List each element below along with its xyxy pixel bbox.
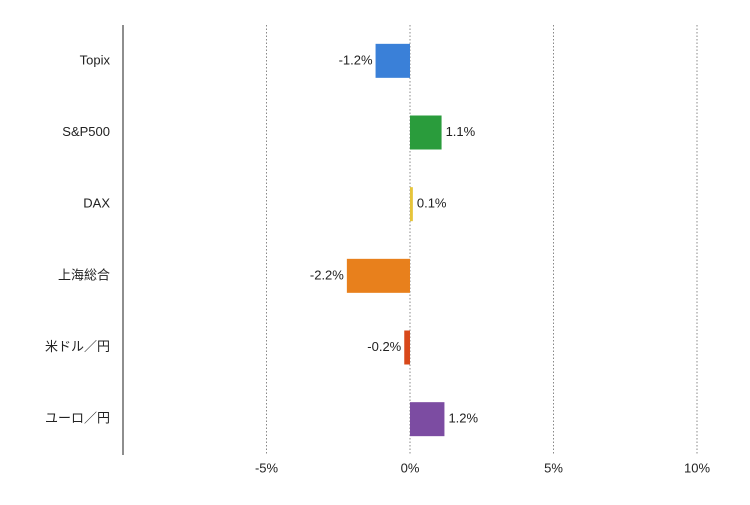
x-tick-label: -5%	[255, 460, 279, 475]
y-tick-label: 米ドル／円	[45, 339, 110, 354]
y-tick-label: 上海総合	[58, 267, 110, 282]
y-tick-label: S&P500	[62, 124, 110, 139]
x-tick-label: 10%	[684, 460, 710, 475]
value-label: -0.2%	[367, 339, 401, 354]
value-label: -2.2%	[310, 267, 344, 282]
bar	[404, 330, 410, 365]
value-label: -1.2%	[339, 52, 373, 67]
value-label: 0.1%	[417, 196, 447, 211]
x-tick-label: 0%	[401, 460, 420, 475]
value-label: 1.1%	[446, 124, 476, 139]
bar	[346, 258, 410, 293]
bar	[410, 187, 413, 222]
y-tick-label: ユーロ／円	[45, 411, 110, 426]
value-label: 1.2%	[448, 411, 478, 426]
x-tick-label: 5%	[544, 460, 563, 475]
y-tick-label: DAX	[83, 196, 110, 211]
y-tick-label: Topix	[80, 52, 111, 67]
bar	[410, 402, 445, 437]
bar	[375, 43, 410, 78]
bar	[410, 115, 442, 150]
